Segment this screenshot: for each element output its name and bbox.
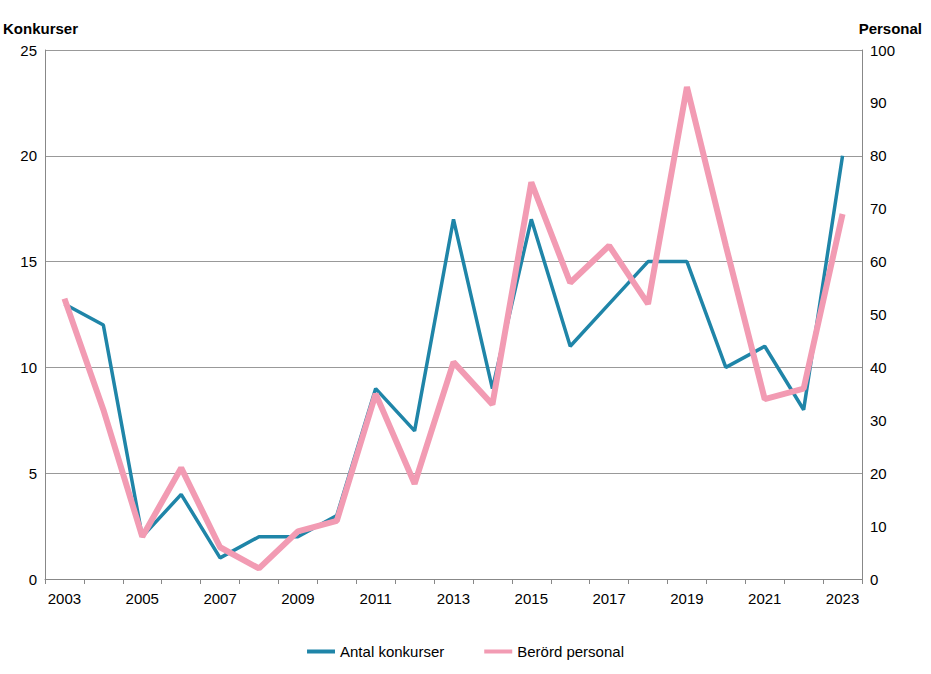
svg-text:2011: 2011	[360, 590, 392, 607]
svg-text:10: 10	[870, 518, 887, 535]
svg-text:2023: 2023	[826, 590, 859, 607]
svg-text:10: 10	[20, 359, 37, 376]
svg-text:2003: 2003	[48, 590, 81, 607]
svg-text:2021: 2021	[748, 590, 781, 607]
svg-text:Antal konkurser: Antal konkurser	[340, 643, 444, 660]
svg-text:2019: 2019	[670, 590, 703, 607]
svg-text:20: 20	[20, 147, 37, 164]
svg-text:80: 80	[870, 147, 887, 164]
svg-text:50: 50	[870, 306, 887, 323]
svg-text:2007: 2007	[203, 590, 236, 607]
svg-text:25: 25	[20, 42, 37, 59]
svg-text:40: 40	[870, 359, 887, 376]
svg-text:5: 5	[29, 465, 37, 482]
svg-text:100: 100	[870, 42, 895, 59]
svg-text:90: 90	[870, 94, 887, 111]
svg-text:0: 0	[870, 571, 878, 588]
svg-text:20: 20	[870, 465, 887, 482]
svg-text:Berörd personal: Berörd personal	[517, 643, 624, 660]
svg-text:30: 30	[870, 412, 887, 429]
svg-text:2009: 2009	[281, 590, 314, 607]
svg-text:60: 60	[870, 253, 887, 270]
svg-text:2017: 2017	[592, 590, 625, 607]
svg-text:15: 15	[20, 253, 37, 270]
svg-text:Konkurser: Konkurser	[3, 20, 78, 37]
svg-text:0: 0	[29, 571, 37, 588]
svg-text:Personal: Personal	[859, 20, 922, 37]
svg-text:2005: 2005	[126, 590, 159, 607]
svg-text:2015: 2015	[515, 590, 548, 607]
svg-text:70: 70	[870, 200, 887, 217]
svg-text:2013: 2013	[437, 590, 470, 607]
